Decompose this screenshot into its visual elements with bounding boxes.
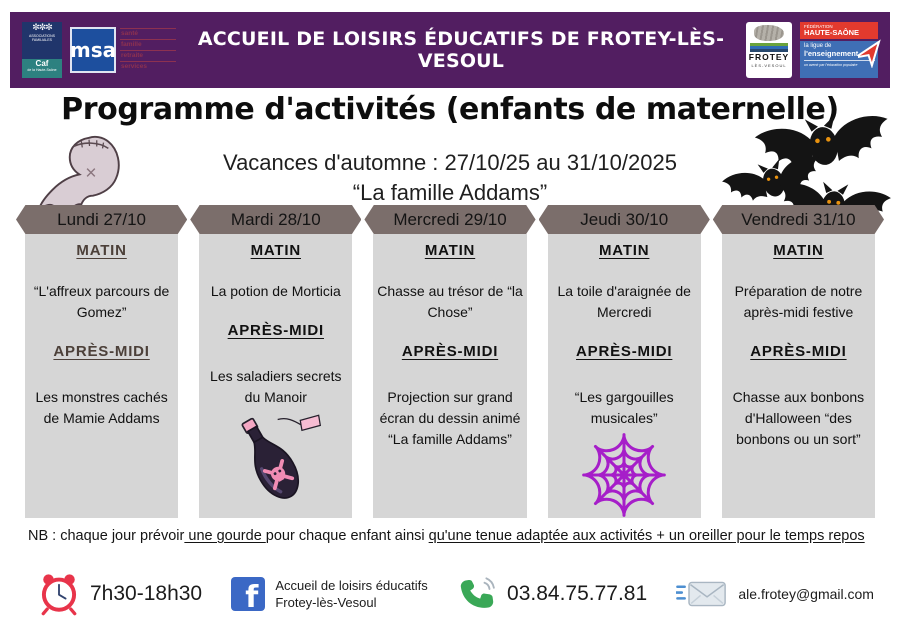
note-text: pour chaque enfant ainsi	[265, 528, 429, 544]
dates-subtitle: Vacances d'automne : 27/10/25 au 31/10/2…	[223, 150, 677, 175]
spider-web-illustration	[551, 433, 698, 517]
afternoon-label: APRÈS-MIDI	[401, 342, 499, 360]
poison-bottle-illustration	[202, 412, 349, 514]
day-column-mardi: Mardi 28/10 MATIN La potion de Morticia …	[190, 205, 362, 518]
morning-activity: La potion de Morticia	[210, 282, 341, 299]
bat-icon	[754, 115, 888, 168]
msa-service: services	[120, 61, 176, 72]
phone-number: 03.84.75.77.81	[507, 582, 648, 605]
day-column-jeudi: Jeudi 30/10 MATIN La toile d'araignée de…	[538, 205, 710, 518]
frotey-stripes-graphic	[750, 43, 788, 52]
header-title: ACCUEIL DE LOISIRS ÉDUCATIFS DE FROTEY-L…	[197, 28, 725, 72]
caf-logo: ✼✼✼ ASSOCIATIONS FAMILIALES Caf de la Ha…	[22, 22, 62, 78]
caf-logo-mark: ✼✼✼	[32, 22, 53, 32]
ligue-federation: FÉDÉRATION	[804, 24, 833, 29]
caf-logo-text: ASSOCIATIONS FAMILIALES	[29, 34, 55, 42]
afternoon-activity: Les saladiers secrets du Manoir	[210, 368, 342, 405]
email-icon	[676, 581, 727, 607]
morning-activity: “L'affreux parcours de Gomez”	[33, 282, 170, 320]
contact-footer: 7h30-18h30 f Accueil de loisirs éducatif…	[38, 564, 874, 624]
note-underlined-gourde: une gourde	[184, 528, 266, 544]
nb-note: NB : chaque jour prévoir une gourde pour…	[28, 528, 876, 544]
msa-logo-mark: msa	[70, 27, 116, 73]
day-column-lundi: Lundi 27/10 MATIN “L'affreux parcours de…	[16, 205, 188, 518]
caf-subtitle: de la Haute-Saône	[27, 68, 57, 72]
day-banner: Vendredi 31/10	[712, 205, 885, 234]
afternoon-label: APRÈS-MIDI	[227, 321, 324, 339]
page-title: Programme d'activités (enfants de matern…	[61, 92, 839, 127]
afternoon-activity: “Les gargouilles musicales”	[574, 389, 674, 426]
msa-service: retraite	[120, 50, 176, 61]
day-column-mercredi: Mercredi 29/10 MATIN Chasse au trésor de…	[364, 205, 536, 518]
afternoon-activity: Chasse aux bonbons d'Halloween “des bonb…	[732, 389, 865, 447]
afternoon-label: APRÈS-MIDI	[53, 342, 150, 360]
ligue-region: HAUTE-SAÔNE	[804, 28, 860, 37]
morning-label: MATIN	[773, 242, 824, 259]
afternoon-activity: Projection sur grand écran du dessin ani…	[379, 389, 521, 447]
frotey-rock-graphic	[754, 25, 784, 41]
ligue-logo: FÉDÉRATION HAUTE-SAÔNE la ligue de l'ens…	[800, 22, 881, 78]
msa-logo: msa santé famille retraite services	[70, 27, 176, 73]
day-banner: Jeudi 30/10	[538, 205, 710, 234]
schedule-columns: Lundi 27/10 MATIN “L'affreux parcours de…	[16, 205, 885, 518]
ligue-line1: la ligue de	[804, 43, 832, 49]
morning-label: MATIN	[599, 242, 650, 259]
morning-activity: La toile d'araignée de Mercredi	[557, 282, 691, 320]
msa-service: santé	[120, 28, 176, 39]
email-item: ale.frotey@gmail.com	[676, 578, 874, 610]
facebook-item: f Accueil de loisirs éducatifs Frotey-lè…	[231, 577, 428, 611]
header-banner: ✼✼✼ ASSOCIATIONS FAMILIALES Caf de la Ha…	[10, 12, 890, 88]
facebook-name: Accueil de loisirs éducatifs Frotey-lès-…	[275, 578, 428, 610]
thing-hand-illustration	[37, 135, 120, 214]
facebook-icon: f	[231, 577, 266, 611]
day-banner: Lundi 27/10	[16, 205, 188, 234]
afternoon-label: APRÈS-MIDI	[750, 342, 847, 360]
header-left-logos: ✼✼✼ ASSOCIATIONS FAMILIALES Caf de la Ha…	[22, 22, 176, 78]
ligue-arrow-icon	[858, 39, 881, 68]
day-banner: Mardi 28/10	[190, 205, 362, 234]
header-right-logos: FROTEY LÈS-VESOUL FÉDÉRATION HAUTE-SAÔNE…	[746, 22, 881, 78]
morning-activity: Chasse au trésor de “la Chose”	[377, 282, 523, 320]
morning-label: MATIN	[250, 242, 301, 259]
opening-hours: 7h30-18h30	[90, 582, 203, 605]
ligue-line2: l'enseignement	[804, 50, 875, 61]
frotey-logo: FROTEY LÈS-VESOUL	[746, 22, 792, 78]
alarm-clock-icon	[41, 574, 77, 616]
afternoon-activity: Les monstres cachés de Mamie Addams	[35, 389, 168, 426]
caf-name: Caf	[35, 59, 49, 68]
phone-item: 03.84.75.77.81	[457, 574, 647, 614]
bat-icon	[722, 156, 819, 201]
afternoon-label: APRÈS-MIDI	[576, 342, 673, 360]
hours-item: 7h30-18h30	[38, 571, 202, 617]
msa-service: famille	[120, 39, 176, 50]
frotey-subtitle: LÈS-VESOUL	[751, 63, 787, 68]
note-underlined-tenue: qu'une tenue adaptée aux activités + un …	[428, 528, 865, 544]
morning-label: MATIN	[76, 242, 127, 259]
phone-icon	[460, 577, 495, 608]
morning-label: MATIN	[424, 242, 476, 259]
ligue-tagline: un avenir par l'éducation populaire	[804, 63, 858, 67]
frotey-name: FROTEY	[748, 52, 790, 62]
msa-services-list: santé famille retraite services	[120, 28, 176, 72]
day-banner: Mercredi 29/10	[364, 205, 536, 234]
note-text: NB : chaque jour prévoir	[28, 528, 185, 544]
morning-activity: Préparation de notre après-midi festive	[734, 282, 863, 320]
email-address: ale.frotey@gmail.com	[738, 586, 874, 602]
day-column-vendredi: Vendredi 31/10 MATIN Préparation de notr…	[712, 205, 885, 518]
theme-title: “La famille Addams”	[352, 180, 548, 205]
